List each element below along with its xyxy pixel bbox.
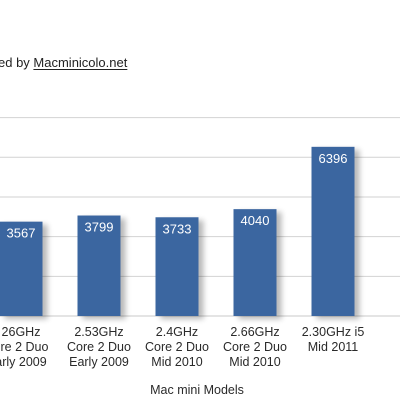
x-tick-label-2-line-1: Core 2 Duo [145, 340, 209, 354]
bar-4 [311, 146, 355, 316]
x-tick-label-3: 2.66GHz Core 2 Duo Mid 2010 [223, 325, 287, 369]
x-tick-label-2: 2.4GHz Core 2 Duo Mid 2010 [145, 325, 209, 369]
x-tick-label-1-line-1: Core 2 Duo [67, 340, 131, 354]
x-tick-label-1-line-0: 2.53GHz [74, 325, 123, 339]
bar-value-label-2: 3733 [163, 221, 192, 236]
bar-value-label-1: 3799 [85, 220, 114, 235]
bar-3 [233, 209, 277, 316]
x-tick-label-4-line-1: Mid 2011 [308, 340, 359, 354]
x-tick-label-4-line-0: 2.30GHz i5 [302, 325, 365, 339]
x-axis-title: Mac mini Models [150, 383, 244, 397]
x-tick-label-3-line-0: 2.66GHz [230, 325, 279, 339]
bar-1 [77, 215, 121, 316]
bar-value-label-3: 4040 [241, 213, 270, 228]
x-tick-label-0-line-1: ore 2 Duo [0, 340, 48, 354]
bar-value-label-4: 6396 [319, 151, 348, 166]
x-tick-label-2-line-0: 2.4GHz [156, 325, 198, 339]
x-tick-label-3-line-1: Core 2 Duo [223, 340, 287, 354]
x-tick-label-0-line-0: 26GHz [2, 325, 41, 339]
bar-0 [0, 221, 43, 316]
x-tick-label-2-line-2: Mid 2010 [151, 355, 202, 369]
x-tick-label-0-line-2: arly 2009 [0, 355, 47, 369]
x-tick-label-3-line-2: Mid 2010 [229, 355, 280, 369]
bar-value-label-0: 3567 [7, 226, 36, 241]
x-tick-label-1-line-2: Early 2009 [69, 355, 129, 369]
chart-subtitle-group: ed by Macminicolo.net [0, 55, 128, 70]
bar-2 [155, 217, 199, 316]
bars: 3567 3799 3733 4040 6396 [0, 146, 355, 316]
x-tick-label-1: 2.53GHz Core 2 Duo Early 2009 [67, 325, 131, 369]
x-tick-label-4: 2.30GHz i5 Mid 2011 [302, 325, 365, 354]
chart-subtitle: ed by Macminicolo.net [0, 55, 128, 70]
